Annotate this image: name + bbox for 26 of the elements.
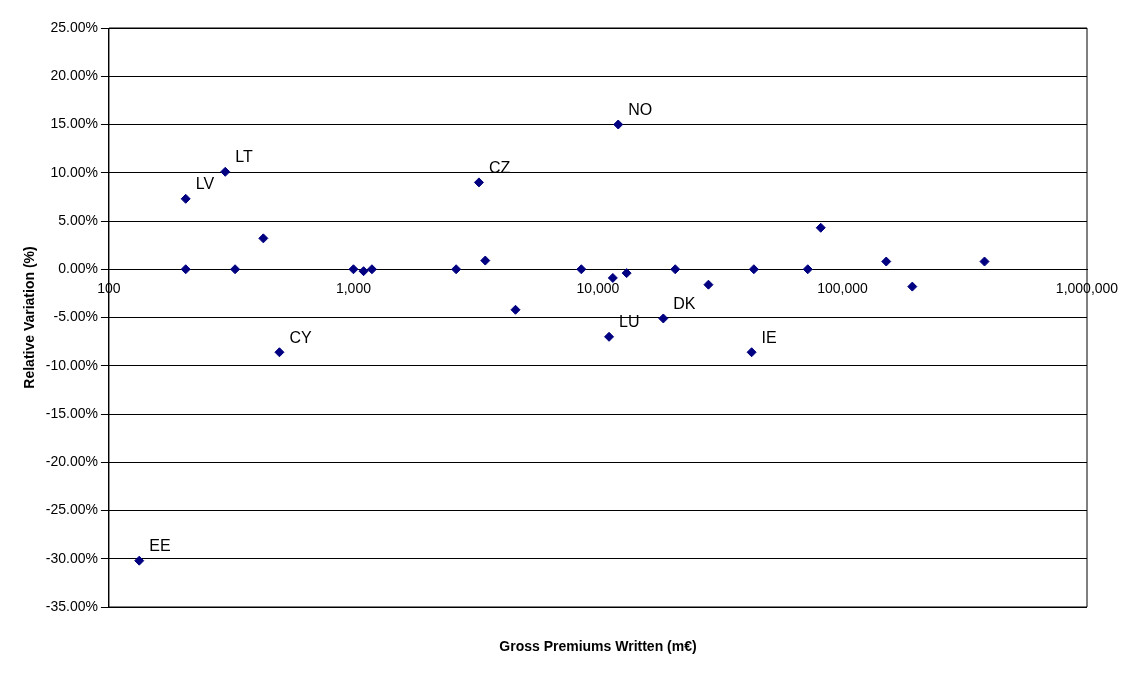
- y-tick-label: 15.00%: [50, 115, 98, 132]
- y-tick-label: -20.00%: [45, 453, 98, 470]
- y-axis-title: Relative Variation (%): [21, 246, 38, 389]
- annotation: IE: [761, 328, 777, 346]
- x-axis-title: Gross Premiums Written (m€): [499, 637, 697, 654]
- y-tick-label: 10.00%: [50, 163, 98, 180]
- y-tick-label: 5.00%: [58, 211, 98, 228]
- annotation: CY: [289, 328, 312, 346]
- y-tick-label: 20.00%: [50, 67, 98, 84]
- x-tick-label: 10,000: [576, 279, 620, 296]
- annotation: LV: [195, 175, 215, 193]
- annotation: LT: [235, 148, 253, 166]
- y-tick-label: -15.00%: [45, 404, 98, 421]
- y-tick-label: -25.00%: [45, 501, 98, 518]
- x-tick-label: 1,000,000: [1055, 279, 1119, 296]
- annotation: EE: [149, 537, 171, 555]
- y-tick-label: 25.00%: [50, 18, 98, 35]
- y-tick-label: -5.00%: [53, 308, 98, 325]
- y-tick-label: 0.00%: [58, 260, 98, 277]
- x-tick-label: 100,000: [817, 279, 868, 296]
- y-tick-label: -30.00%: [45, 549, 98, 566]
- annotation: DK: [673, 294, 696, 312]
- y-tick-label: -35.00%: [45, 597, 98, 614]
- x-tick-label: 1,000: [335, 279, 372, 296]
- y-tick-label: -10.00%: [45, 356, 98, 373]
- annotation: NO: [628, 100, 653, 118]
